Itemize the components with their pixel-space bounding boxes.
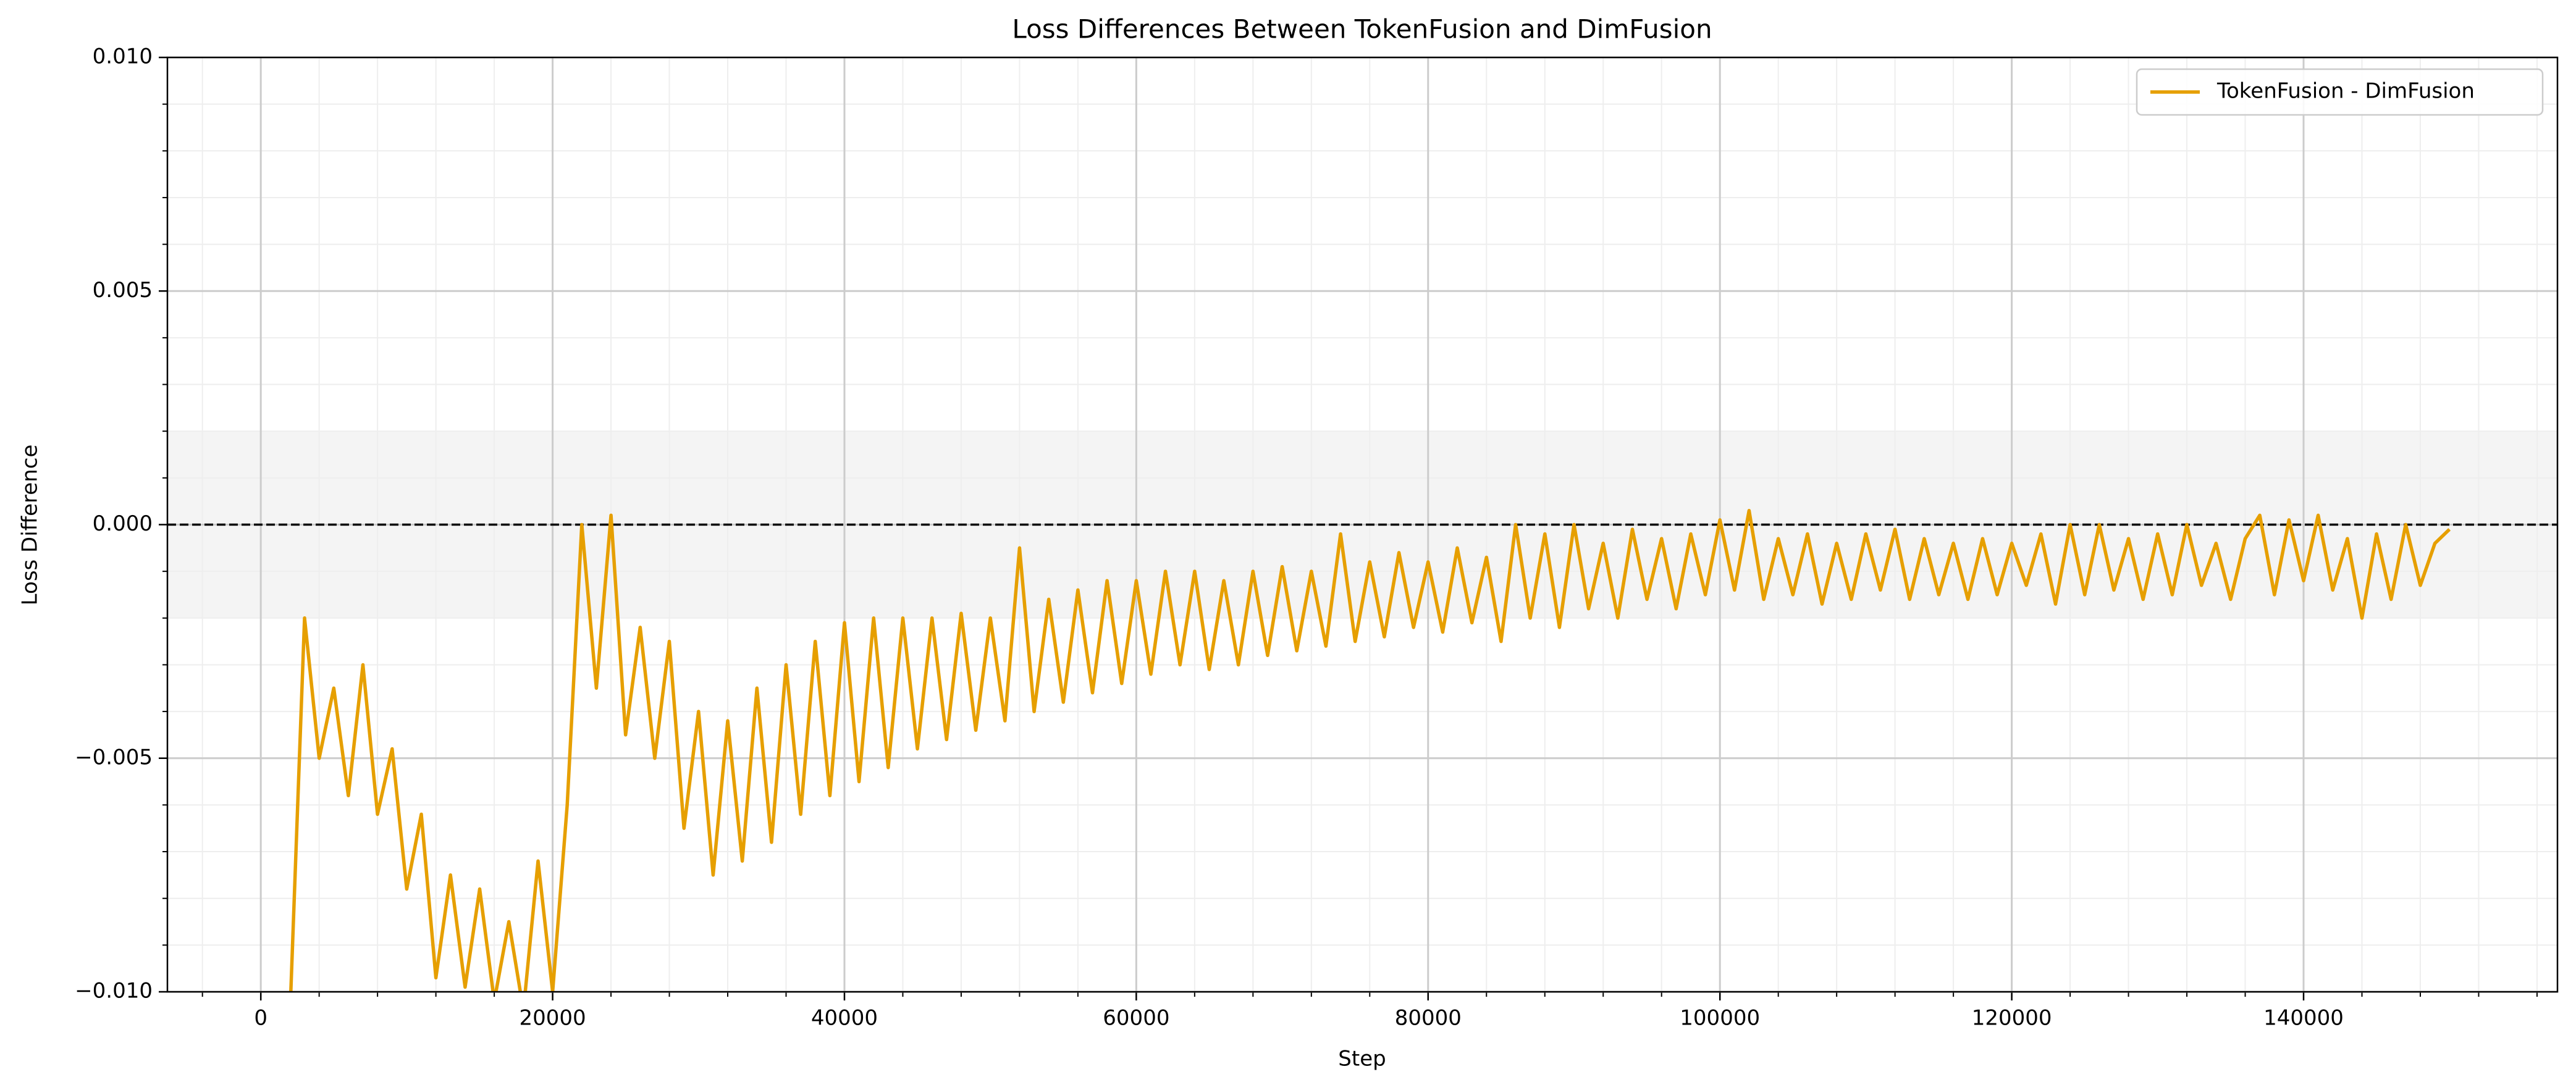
y-axis-label: Loss Difference [18,445,43,606]
y-tick-label: 0.000 [93,511,153,536]
x-tick-label: 0 [254,1006,267,1031]
legend-box [2136,68,2544,116]
x-tick-label: 80000 [1395,1006,1462,1031]
x-tick-label: 20000 [519,1006,586,1031]
y-tick-label: −0.005 [75,745,153,769]
data-line [289,509,2451,992]
y-tick-label: 0.010 [93,44,153,69]
x-tick-label: 100000 [1680,1006,1760,1031]
plot-frame [166,56,2559,993]
x-axis-label: Step [1338,1047,1386,1071]
chart-title: Loss Differences Between TokenFusion and… [1012,14,1712,44]
legend-label: TokenFusion - DimFusion [2216,79,2475,104]
plot-area [289,509,2451,992]
x-tick-label: 140000 [2263,1006,2344,1031]
y-tick-label: −0.010 [75,979,153,1004]
x-tick-label: 120000 [1972,1006,2052,1031]
y-tick-label: 0.005 [93,278,153,303]
x-tick-label: 60000 [1103,1006,1169,1031]
x-tick-label: 40000 [811,1006,878,1031]
